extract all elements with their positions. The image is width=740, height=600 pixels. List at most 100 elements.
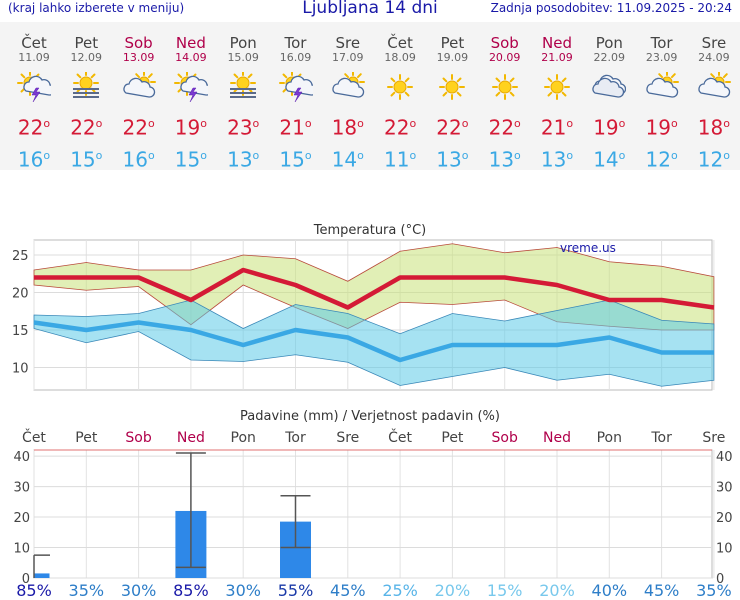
max-temp: 19o [174,115,207,140]
precip-probability: 35% [69,581,105,600]
sun-icon [491,74,518,100]
day-column: Sre 17.09 18o 14o [322,22,374,172]
day-date: 12.09 [70,51,103,64]
precipitation-chart-title: Padavine (mm) / Verjetnost padavin (%) [240,409,500,424]
day-column: Ned 14.09 19o 15o [165,22,217,172]
min-temp: 13o [436,147,469,172]
day-date: 21.09 [541,51,573,64]
min-temp: 15o [70,147,103,172]
precip-probability: 45% [644,581,680,600]
precip-day-label: Čet [388,428,412,446]
day-date: 19.09 [436,51,469,64]
min-temp: 15o [174,147,207,172]
max-temp: 19o [593,115,626,140]
min-temp: 13o [540,147,574,172]
day-name: Sre [335,34,361,52]
temp-tick-label: 25 [12,249,29,264]
max-temp: 22o [70,115,103,140]
min-temp: 12o [697,147,730,172]
max-temp: 23o [227,115,260,140]
day-name: Pet [74,34,99,52]
sun-cloud-icon [332,72,365,98]
min-temp: 15o [279,147,312,172]
day-name: Čet [21,34,47,52]
precip-tick-label-left: 0 [22,572,30,587]
precip-tick-label-left: 30 [13,481,30,496]
day-name: Pon [595,34,623,52]
precip-day-label: Pon [231,430,256,446]
precip-probability: 40% [592,581,628,600]
max-temp: 21o [279,115,312,140]
day-name: Ned [175,34,206,52]
precip-probability: 85% [173,581,209,600]
min-temp: 14o [593,147,626,172]
precip-tick-label-left: 20 [13,511,30,526]
temp-tick-label: 15 [12,324,29,339]
precip-day-label: Pet [441,430,464,446]
min-temp-line [33,320,714,363]
day-column: Čet 18.09 22o 11o [374,22,426,172]
sun-cloud-storm-icon [278,72,313,103]
location-menu-hint[interactable]: (kraj lahko izberete v meniju) [8,1,185,15]
day-name: Ned [542,34,572,52]
day-column: Sre 24.09 18o 12o [688,22,740,172]
day-column: Pon 15.09 23o 13o [217,22,269,171]
precip-day-label: Čet [22,428,46,446]
sun-cloud-icon [645,72,679,98]
day-column: Pet 12.09 22o 15o [60,22,112,172]
precip-day-label: Pet [75,430,98,446]
day-column: Čet 11.09 22o 16o [8,22,60,172]
day-date: 15.09 [227,51,259,64]
day-column: Sob 13.09 22o 16o [113,22,165,172]
max-temp: 22o [436,115,469,140]
day-column: Ned 21.09 21o 13o [531,22,583,172]
day-name: Čet [387,34,413,52]
max-temp: 22o [488,115,521,140]
day-date: 22.09 [593,51,626,64]
sun-cloud-icon [122,72,156,98]
day-date: 16.09 [279,51,312,64]
precip-tick-label-right: 0 [716,572,724,587]
precip-probability: 35% [696,581,732,600]
day-date: 23.09 [645,51,678,64]
precip-bar [34,573,50,578]
day-column: Sob 20.09 22o 13o [479,22,531,171]
day-column: Tor 23.09 19o 12o [636,22,688,171]
precip-tick-label-left: 40 [13,450,30,465]
min-temp: 16o [122,147,155,172]
precip-tick-label-right: 40 [716,450,733,465]
max-temp: 19o [645,115,678,140]
max-temp: 22o [384,115,417,140]
max-temp: 18o [697,115,730,140]
sun-fog-icon [73,72,100,98]
day-date: 24.09 [698,51,730,64]
temperature-chart-title: Temperatura (°C) [313,223,426,238]
precip-day-label: Ned [543,430,571,446]
max-temp: 18o [331,115,364,140]
precip-probability: 55% [278,581,314,600]
min-temp: 14o [331,147,364,172]
forecast-strip: Čet 11.09 22o 16o Pet 12.09 22o 15o Sob 13.09 22o 1… [0,22,740,172]
day-name: Pet [440,34,465,52]
day-name: Sob [490,34,519,52]
precip-probability: 15% [487,581,523,600]
precip-tick-label-left: 10 [13,542,30,557]
day-column: Tor 16.09 21o 15o [270,22,322,172]
max-temp: 22o [17,115,51,140]
precip-probability: 45% [330,581,366,600]
temp-tick-label: 20 [12,287,29,302]
temp-tick-label: 10 [12,362,29,377]
precip-tick-label-right: 10 [716,542,733,557]
precip-day-label: Tor [650,430,672,446]
min-temp-range-band [33,299,715,387]
sun-cloud-storm-icon [173,72,208,103]
day-date: 18.09 [384,51,416,64]
sun-cloud-icon [698,72,731,98]
day-date: 11.09 [18,51,50,64]
precip-tick-label-right: 30 [716,481,733,496]
min-temp: 11o [384,147,417,172]
min-temp: 16o [17,147,51,172]
max-temp: 22o [122,115,155,140]
precip-day-label: Sre [336,430,359,446]
precipitation-plot-area [33,449,713,579]
